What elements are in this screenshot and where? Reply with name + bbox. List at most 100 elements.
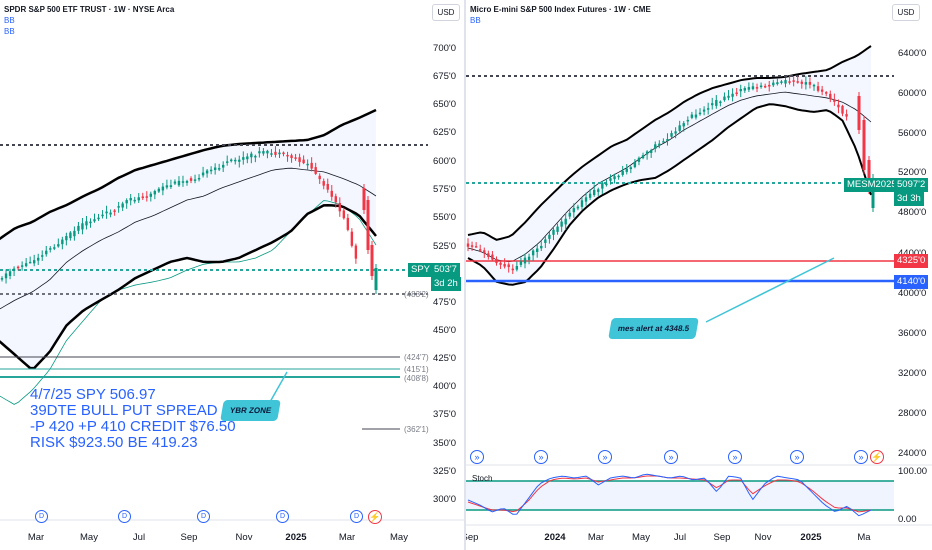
candle-body [129, 197, 132, 201]
candle-body [727, 95, 730, 98]
mes-symbol-tag: MESM2025 [844, 178, 900, 192]
candle-body [670, 133, 673, 137]
mes-price-label: 3600'0 [898, 328, 927, 339]
candle-body [121, 203, 124, 208]
candle-body [322, 181, 325, 186]
candle-body [867, 160, 871, 190]
dividend-event-icon[interactable]: D [350, 510, 363, 523]
candle-body [495, 259, 498, 264]
stoch-level-100: 100.00 [898, 466, 928, 477]
candle-body [666, 138, 669, 141]
mes-price-label: 5600'0 [898, 128, 927, 139]
dividend-event-icon[interactable]: D [35, 510, 48, 523]
candle-body [354, 245, 358, 259]
candle-body [141, 196, 144, 199]
candle-body [857, 96, 861, 130]
spy-bb-indicator-1[interactable]: BB [4, 16, 15, 25]
earnings-arrow-icon[interactable]: » [664, 450, 678, 464]
candle-body [552, 229, 555, 235]
candle-body [201, 172, 205, 176]
spy-header: SPDR S&P 500 ETF TRUST · 1W · NYSE Arca … [4, 4, 174, 37]
dividend-event-icon[interactable]: D [276, 510, 289, 523]
mes-chart-canvas[interactable] [466, 0, 932, 550]
spy-price-label: 575'0 [433, 184, 456, 195]
candle-body [173, 181, 177, 184]
dividend-event-icon[interactable]: D [118, 510, 131, 523]
candle-body [686, 119, 690, 122]
candle-body [845, 114, 848, 117]
candle-body [250, 153, 253, 158]
earnings-arrow-icon[interactable]: » [728, 450, 742, 464]
candle-body [77, 225, 80, 231]
candle-body [197, 177, 201, 180]
bollinger-band-fill [468, 46, 871, 285]
candle-body [768, 84, 771, 87]
mes-bb-indicator[interactable]: BB [470, 16, 481, 25]
mes-chart-pane[interactable]: Micro E-mini S&P 500 Index Futures · 1W … [466, 0, 932, 550]
spy-chart-pane[interactable]: SPDR S&P 500 ETF TRUST · 1W · NYSE Arca … [0, 0, 464, 550]
mes-title[interactable]: Micro E-mini S&P 500 Index Futures · 1W … [470, 5, 651, 14]
candle-body [564, 218, 567, 225]
dividend-event-icon[interactable]: D [197, 510, 210, 523]
earnings-arrow-icon[interactable]: » [470, 450, 484, 464]
candle-body [346, 217, 350, 230]
spy-bb-indicator-2[interactable]: BB [4, 27, 15, 36]
candle-body [820, 89, 824, 92]
flash-icon[interactable]: ⚡ [368, 510, 382, 524]
candle-body [238, 159, 241, 162]
spy-trade-note[interactable]: 4/7/25 SPY 506.97 39DTE BULL PUT SPREAD … [30, 386, 236, 451]
candle-body [24, 263, 28, 267]
candle-body [617, 175, 620, 178]
candle-body [788, 81, 791, 83]
spy-price-label: 300'0 [433, 494, 456, 505]
spy-price-label: 400'0 [433, 381, 456, 392]
earnings-arrow-icon[interactable]: » [534, 450, 548, 464]
earnings-arrow-icon[interactable]: » [598, 450, 612, 464]
candle-body [719, 101, 722, 104]
candle-body [503, 264, 506, 267]
spy-level-label: (415'1) [404, 365, 429, 374]
mes-price-tag: 5097'2 [894, 178, 929, 192]
mes-price-label: 4800'0 [898, 207, 927, 218]
spy-currency-button[interactable]: USD [432, 4, 460, 21]
bb-lower-line [0, 203, 377, 370]
mes-price-label: 4400'0 [898, 248, 926, 259]
ybr-zone-callout[interactable]: YBR ZONE [220, 400, 282, 421]
candle-body [185, 180, 189, 183]
spy-title[interactable]: SPDR S&P 500 ETF TRUST · 1W · NYSE Arca [4, 5, 175, 14]
candle-body [205, 170, 209, 174]
candle-body [751, 86, 755, 90]
candle-body [262, 151, 265, 154]
candle-body [515, 266, 519, 270]
earnings-arrow-icon[interactable]: » [790, 450, 804, 464]
candle-body [81, 223, 84, 230]
spy-time-label: Mar [338, 532, 356, 543]
mes-alert-callout[interactable]: mes alert at 4348.5 [608, 318, 700, 339]
candle-body [796, 81, 799, 83]
candle-body [597, 189, 600, 192]
candle-body [89, 221, 92, 224]
candle-body [4, 273, 8, 279]
candle-body [833, 99, 836, 102]
candle-body [584, 197, 588, 202]
stoch-level-0: 0.00 [898, 514, 917, 525]
candle-body [310, 162, 313, 169]
candle-body [109, 212, 112, 215]
stoch-label[interactable]: Stoch [472, 474, 493, 483]
candle-body [338, 202, 342, 212]
candle-body [12, 268, 16, 271]
mes-currency-button[interactable]: USD [892, 4, 920, 21]
pane-divider[interactable] [464, 0, 466, 550]
candle-body [662, 141, 665, 143]
flash-icon[interactable]: ⚡ [870, 450, 884, 464]
spy-chart-canvas[interactable] [0, 0, 464, 550]
candle-body [479, 249, 482, 251]
candle-body [837, 104, 840, 108]
candle-body [613, 176, 616, 180]
mes-header: Micro E-mini S&P 500 Index Futures · 1W … [470, 4, 651, 26]
candle-body [601, 182, 604, 189]
mes-price-label: 5200'0 [898, 167, 927, 178]
earnings-arrow-icon[interactable]: » [854, 450, 868, 464]
mes-countdown: 3d 3h [894, 192, 924, 206]
candle-body [189, 178, 193, 181]
